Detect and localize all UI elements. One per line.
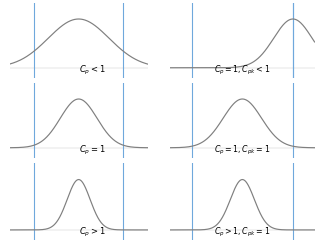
Text: $C_p < 1$: $C_p < 1$: [79, 64, 106, 77]
Text: $C_p = 1, C_{pk} =1$: $C_p = 1, C_{pk} =1$: [214, 144, 271, 157]
Text: $C_p = 1, C_{pk} < 1$: $C_p = 1, C_{pk} < 1$: [214, 64, 271, 77]
Text: $C_p > 1$: $C_p > 1$: [79, 226, 106, 239]
Text: $C_p > 1, C_{pk} =1$: $C_p > 1, C_{pk} =1$: [214, 226, 271, 239]
Text: $C_p = 1$: $C_p = 1$: [79, 144, 106, 157]
